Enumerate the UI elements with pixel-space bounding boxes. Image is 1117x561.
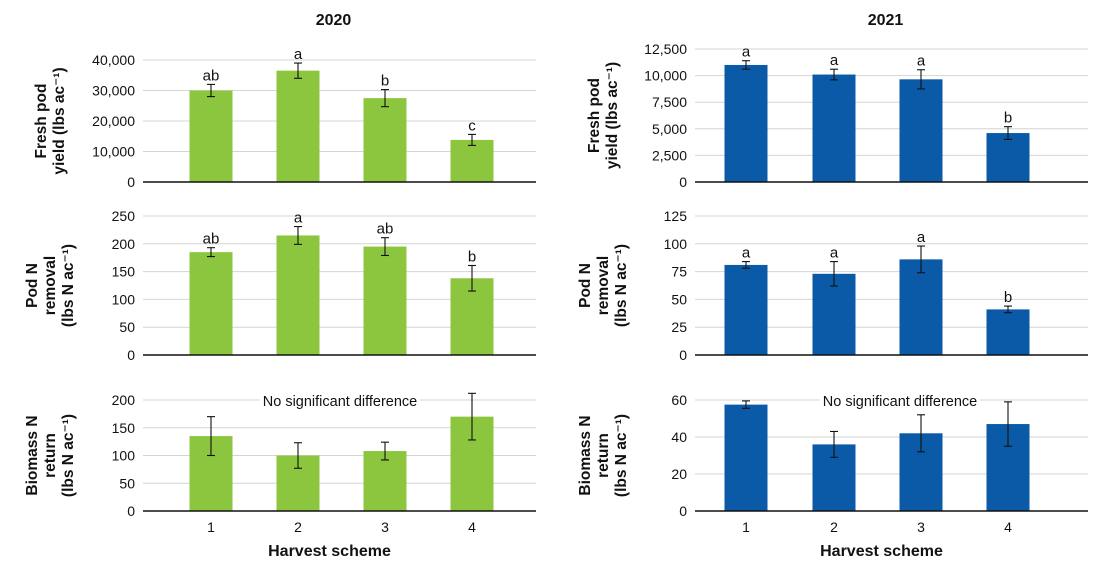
annotation-background	[819, 394, 981, 410]
y-axis-label: yield (lbs ac⁻¹)	[51, 67, 68, 174]
significance-letter: a	[917, 53, 926, 70]
x-axis-label: Harvest scheme	[820, 543, 943, 560]
x-tick-label: 4	[1004, 519, 1012, 535]
y-tick-label: 5,000	[652, 121, 687, 137]
y-tick-label: 20,000	[92, 113, 135, 129]
y-tick-label: 0	[127, 503, 135, 519]
y-tick-label: 0	[679, 503, 687, 519]
y-axis-label: return	[595, 433, 612, 478]
significance-letter: a	[917, 229, 926, 246]
significance-letter: b	[468, 248, 476, 265]
bar	[724, 264, 768, 355]
y-tick-label: 100	[112, 448, 136, 464]
bar	[363, 451, 407, 511]
y-tick-label: 30,000	[92, 83, 135, 99]
y-axis-label: return	[42, 433, 59, 478]
bar	[276, 70, 320, 182]
bar	[724, 404, 768, 511]
bar	[986, 309, 1030, 355]
x-axis-label: Harvest scheme	[268, 543, 391, 560]
bar	[812, 74, 856, 182]
y-tick-label: 10,000	[644, 68, 687, 84]
y-axis-label: (lbs N ac⁻¹)	[613, 244, 630, 327]
y-tick-label: 20	[671, 466, 687, 482]
y-tick-label: 25	[671, 319, 687, 335]
annotation: No significant difference	[263, 394, 418, 410]
y-tick-label: 50	[119, 319, 135, 335]
y-axis-label: Fresh pod	[586, 78, 603, 153]
bar	[724, 64, 768, 182]
y-tick-label: 10,000	[92, 144, 135, 160]
x-tick-label: 1	[207, 519, 215, 535]
y-tick-label: 150	[112, 420, 136, 436]
y-tick-label: 100	[112, 291, 136, 307]
y-axis-label: removal	[42, 256, 59, 315]
y-tick-label: 40	[671, 429, 687, 445]
x-tick-label: 2	[294, 519, 302, 535]
y-tick-label: 0	[127, 174, 135, 190]
y-axis-label: Fresh pod	[33, 84, 50, 159]
annotation: No significant difference	[823, 394, 978, 410]
significance-letter: a	[742, 245, 751, 262]
y-tick-label: 200	[112, 236, 136, 252]
y-axis-label: Pod N	[24, 263, 41, 308]
x-tick-label: 3	[381, 519, 389, 535]
y-axis-label: (lbs N ac⁻¹)	[60, 414, 77, 497]
y-tick-label: 7,500	[652, 94, 687, 110]
significance-letter: a	[742, 44, 751, 61]
y-tick-label: 2,500	[652, 147, 687, 163]
bar	[986, 133, 1030, 182]
bar	[363, 246, 407, 355]
y-tick-label: 50	[119, 475, 135, 491]
y-tick-label: 150	[112, 264, 136, 280]
y-tick-label: 40,000	[92, 52, 135, 68]
x-tick-label: 2	[830, 519, 838, 535]
y-axis-label: (lbs N ac⁻¹)	[60, 244, 77, 327]
x-tick-label: 1	[742, 519, 750, 535]
bar	[899, 79, 943, 182]
y-tick-label: 0	[679, 347, 687, 363]
y-tick-label: 50	[671, 291, 687, 307]
bar	[189, 252, 233, 355]
significance-letter: a	[294, 46, 303, 63]
x-tick-label: 4	[468, 519, 476, 535]
y-axis-label: Pod N	[577, 263, 594, 308]
bar	[363, 98, 407, 182]
y-tick-label: 250	[112, 208, 136, 224]
bar	[189, 90, 233, 182]
bar	[450, 139, 494, 182]
x-tick-label: 3	[917, 519, 925, 535]
y-axis-label: yield (lbs ac⁻¹)	[604, 62, 621, 169]
significance-letter: a	[830, 245, 839, 262]
annotation-background	[259, 394, 421, 410]
significance-letter: a	[294, 210, 303, 227]
significance-letter: c	[468, 117, 476, 134]
y-axis-label: (lbs N ac⁻¹)	[613, 414, 630, 497]
panel-title: 2021	[868, 12, 904, 29]
bar	[899, 259, 943, 355]
significance-letter: ab	[203, 231, 220, 248]
y-tick-label: 75	[671, 264, 687, 280]
y-tick-label: 60	[671, 392, 687, 408]
y-tick-label: 125	[664, 208, 688, 224]
significance-letter: b	[381, 73, 389, 90]
y-tick-label: 0	[679, 174, 687, 190]
y-axis-label: removal	[595, 256, 612, 315]
bar	[812, 273, 856, 355]
y-axis-label: Biomass N	[577, 415, 594, 495]
panel-title: 2020	[316, 12, 352, 29]
bar	[276, 235, 320, 355]
y-tick-label: 0	[127, 347, 135, 363]
y-tick-label: 200	[112, 392, 136, 408]
significance-letter: a	[830, 52, 839, 69]
y-tick-label: 12,500	[644, 41, 687, 57]
significance-letter: b	[1004, 110, 1012, 127]
significance-letter: ab	[377, 221, 394, 238]
y-tick-label: 100	[664, 236, 688, 252]
significance-letter: b	[1004, 289, 1012, 306]
significance-letter: ab	[203, 67, 220, 84]
y-axis-label: Biomass N	[24, 415, 41, 495]
